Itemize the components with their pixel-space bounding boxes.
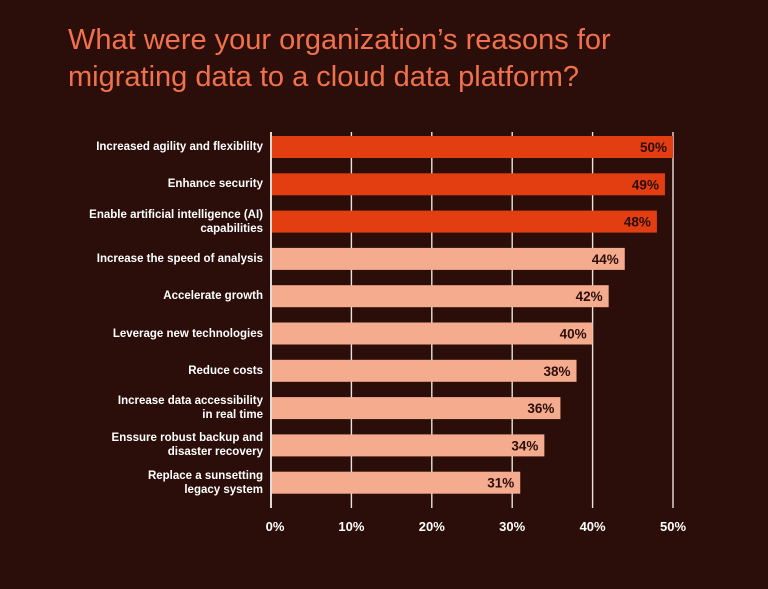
x-tick-label: 50% bbox=[660, 519, 686, 534]
category-label: Leverage new technologies bbox=[112, 327, 263, 340]
x-tick-label: 0% bbox=[266, 519, 285, 534]
bar-value-label: 49% bbox=[632, 177, 659, 192]
bar bbox=[271, 210, 657, 233]
bar-value-label: 40% bbox=[560, 327, 587, 342]
category-label: Enssure robust backup and disaster recov… bbox=[111, 432, 263, 459]
bar bbox=[271, 322, 593, 345]
category-label: Reduce costs bbox=[188, 364, 263, 377]
category-label: Enable artificial intelligence (AI) capa… bbox=[89, 208, 263, 235]
category-label: Increased agility and flexiblilty bbox=[96, 141, 263, 153]
bar-value-label: 34% bbox=[511, 438, 538, 453]
bar bbox=[271, 136, 673, 158]
bar-value-label: 31% bbox=[487, 476, 514, 491]
x-tick-label: 10% bbox=[338, 519, 364, 534]
category-label: Increase the speed of analysis bbox=[96, 252, 263, 265]
bar bbox=[271, 471, 521, 494]
bar bbox=[271, 247, 625, 270]
x-tick-label: 30% bbox=[499, 519, 525, 534]
x-tick-label: 40% bbox=[580, 519, 606, 534]
bar bbox=[271, 173, 665, 196]
bar bbox=[271, 359, 577, 382]
bar bbox=[271, 397, 561, 420]
bar-value-label: 48% bbox=[624, 215, 651, 230]
bar-value-label: 36% bbox=[527, 401, 554, 416]
category-label: Enhance security bbox=[167, 178, 263, 191]
category-label: Replace a sunsetting legacy system bbox=[147, 469, 263, 496]
bar bbox=[271, 285, 609, 308]
category-label: Accelerate growth bbox=[163, 290, 263, 303]
bar-value-label: 50% bbox=[640, 140, 667, 155]
x-tick-label: 20% bbox=[419, 519, 445, 534]
bar-value-label: 38% bbox=[543, 364, 570, 379]
category-label: Increase data accessibility in real time bbox=[117, 395, 263, 422]
bar-value-label: 42% bbox=[576, 289, 603, 304]
bar bbox=[271, 434, 545, 457]
bar-value-label: 44% bbox=[592, 252, 619, 267]
chart-title: What were your organization’s reasons fo… bbox=[68, 24, 611, 93]
